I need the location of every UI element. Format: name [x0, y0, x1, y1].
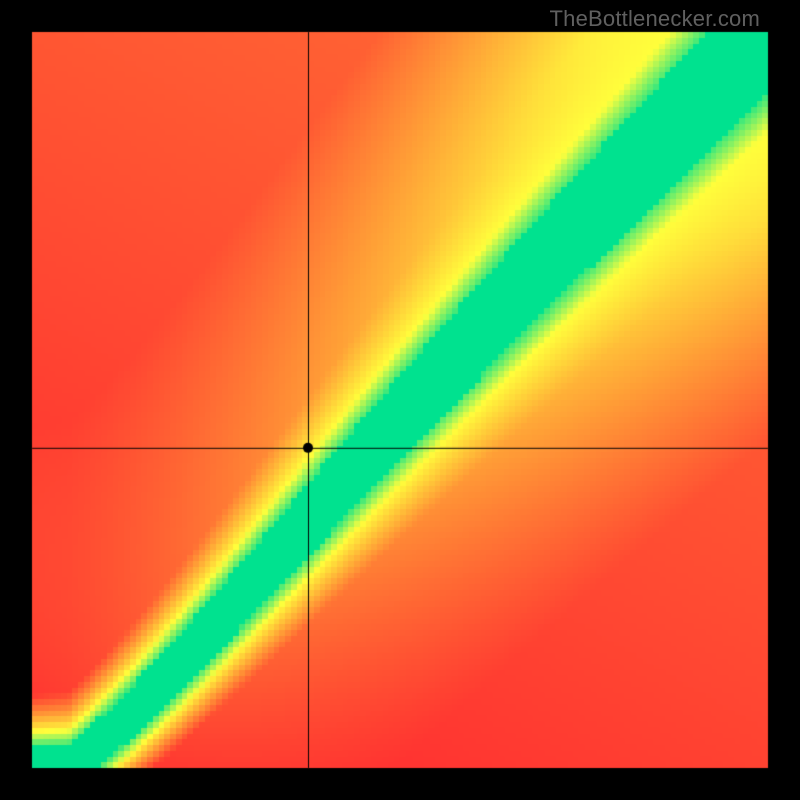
crosshair-overlay — [0, 0, 800, 800]
chart-frame: TheBottlenecker.com — [0, 0, 800, 800]
watermark-text: TheBottlenecker.com — [550, 6, 760, 32]
